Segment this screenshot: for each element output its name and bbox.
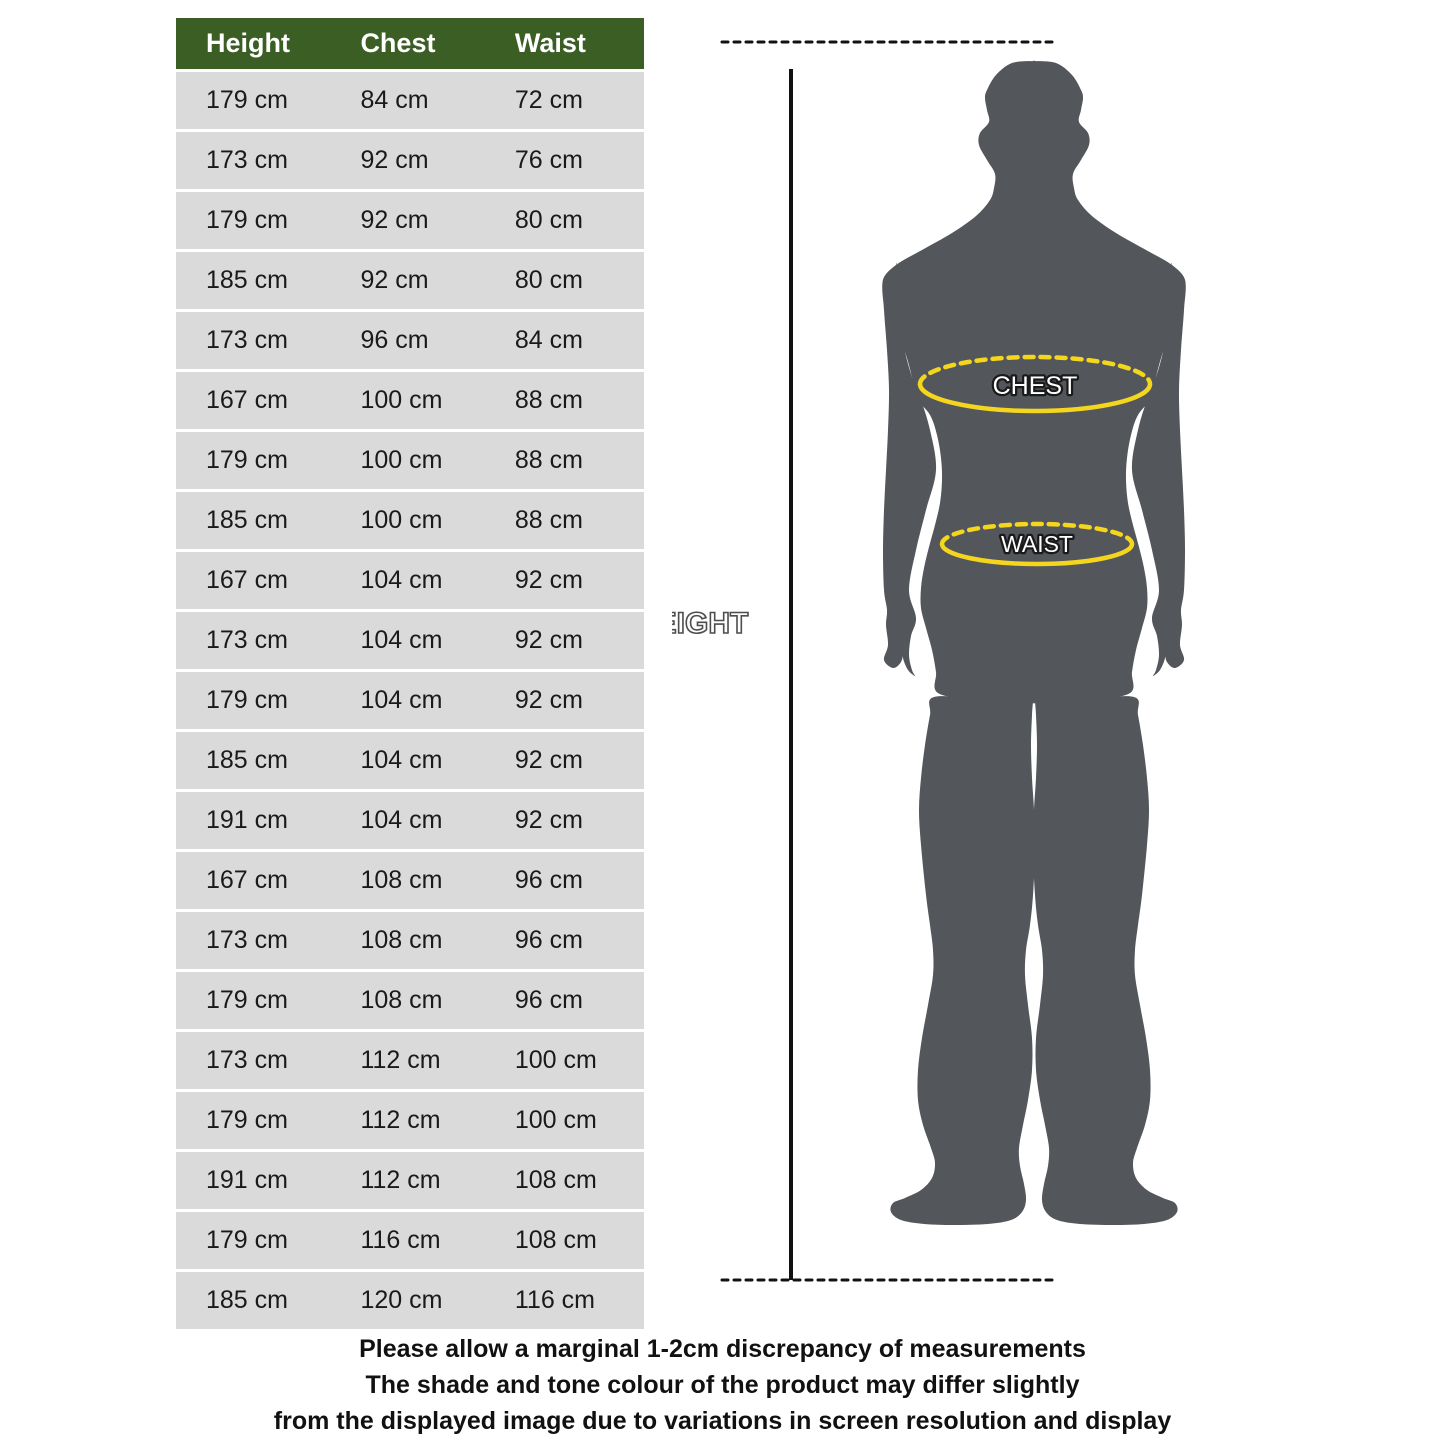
svg-text:HEIGHT: HEIGHT — [650, 607, 748, 640]
svg-text:CHEST: CHEST — [993, 372, 1078, 400]
svg-text:WAIST: WAIST — [1001, 531, 1073, 557]
